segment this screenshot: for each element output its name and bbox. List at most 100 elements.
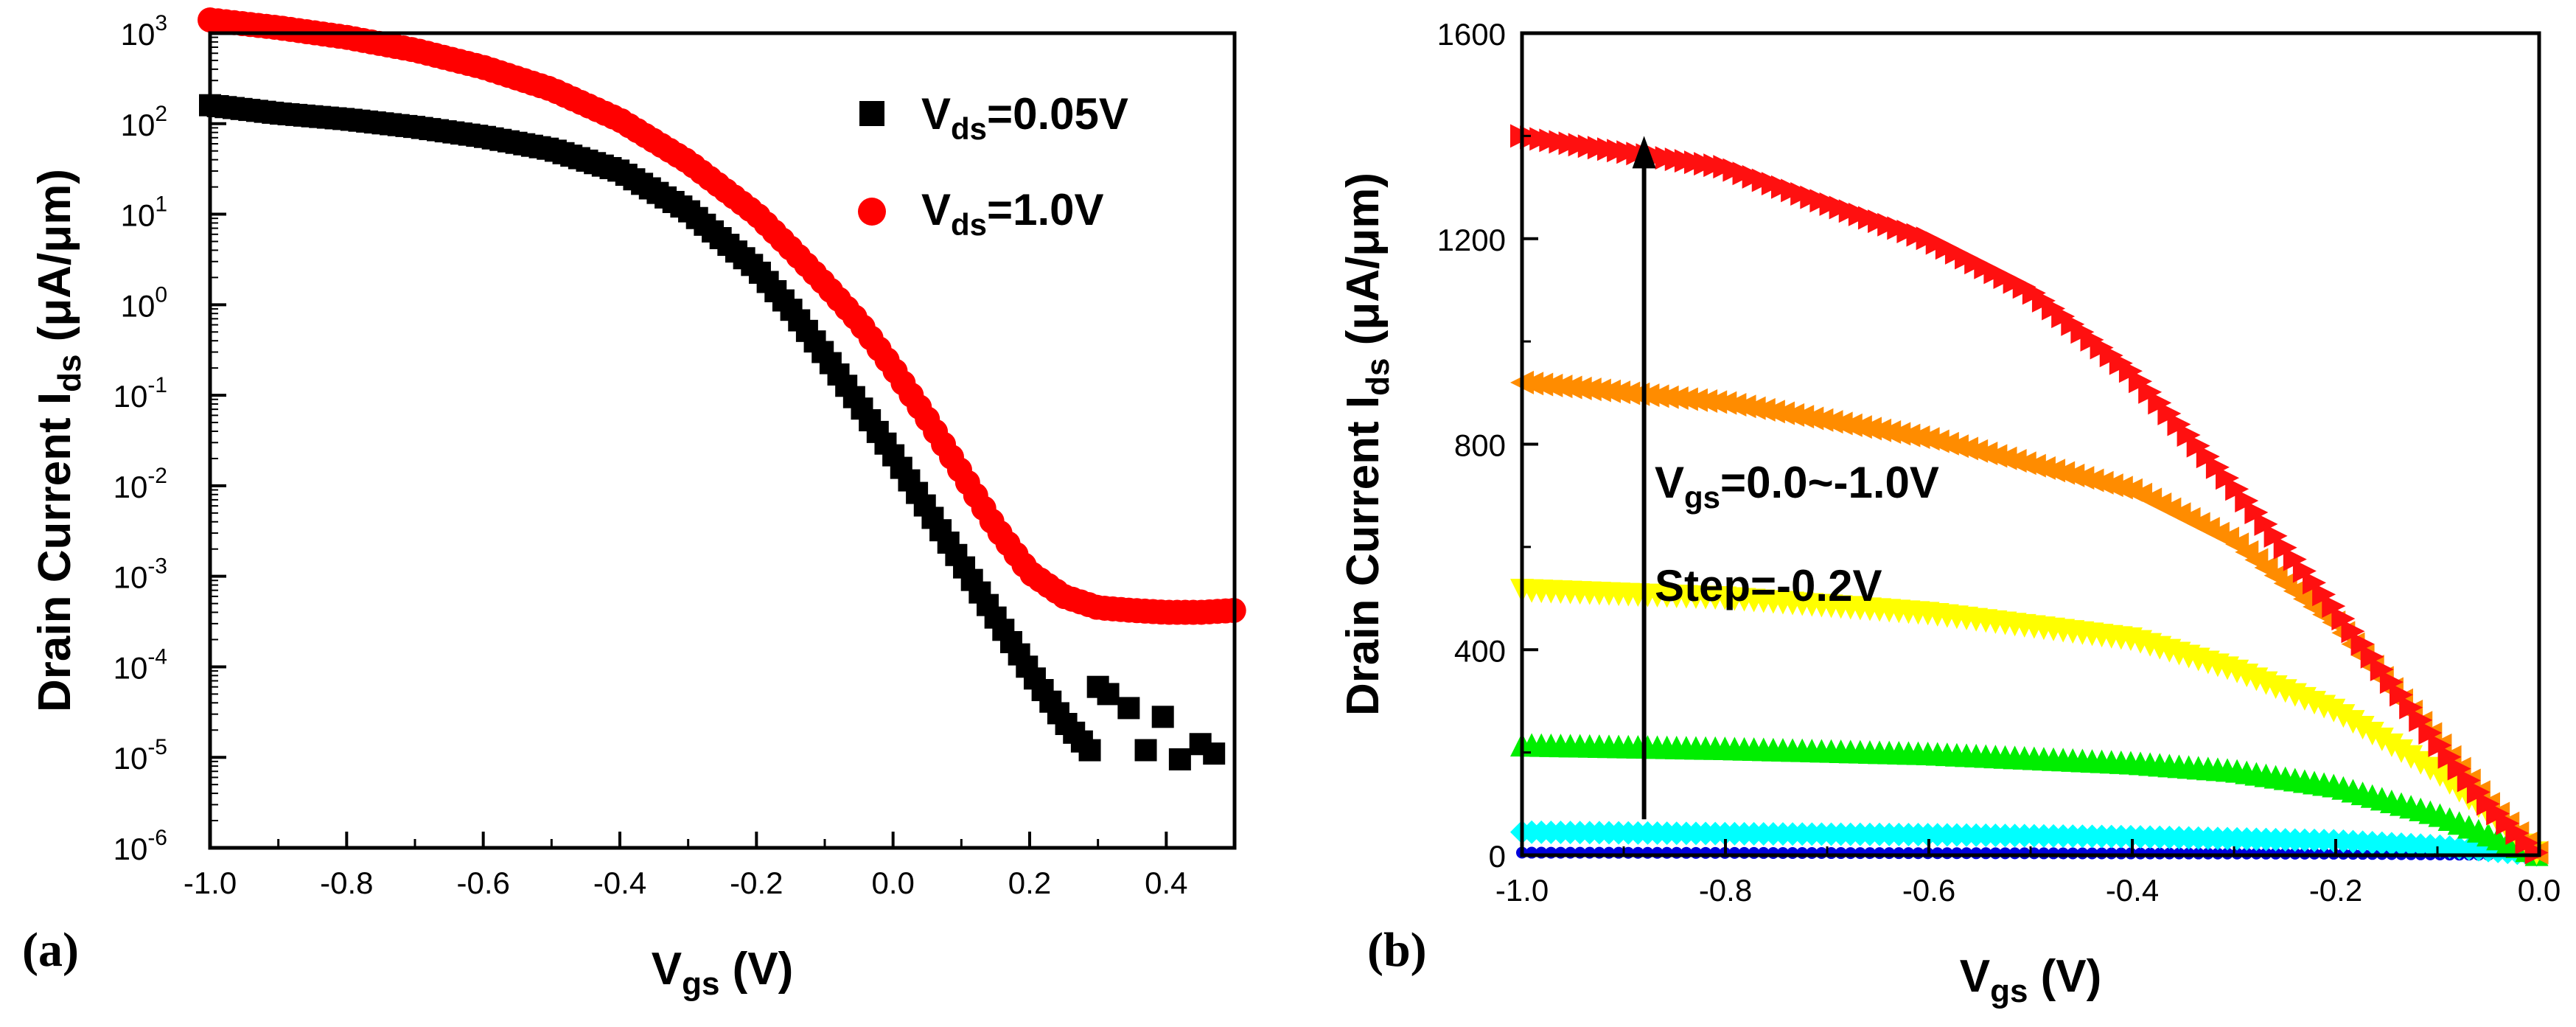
data-point-triangle-right — [2157, 401, 2182, 425]
data-point-triangle-right — [2409, 708, 2433, 732]
data-point-triangle-right — [2235, 489, 2259, 513]
x-tick-label: -0.8 — [320, 866, 373, 900]
legend-label-vds-10: Vds=1.0V — [921, 185, 1104, 242]
data-point-triangle-left — [1857, 417, 1882, 441]
data-point-square — [1168, 748, 1191, 770]
data-point-triangle-left — [1829, 411, 1853, 436]
annotation-vgs-range: Vgs=0.0~-1.0V — [1655, 458, 1939, 515]
x-tick-label: -1.0 — [1495, 873, 1549, 908]
data-point-triangle-right — [2350, 632, 2375, 656]
panel-b-xlabel: Vgs (V) — [1960, 951, 2102, 1009]
data-point-triangle-right — [2341, 619, 2365, 644]
data-point-triangle-right — [2428, 733, 2452, 757]
arrow-head — [1632, 136, 1656, 169]
y-tick-label: 101 — [121, 192, 167, 233]
data-point-triangle-left — [1887, 422, 1911, 446]
data-point-triangle-left — [1906, 425, 1930, 449]
x-tick-label: -1.0 — [184, 866, 237, 900]
data-point-triangle-right — [2303, 571, 2327, 595]
series-vgs-0-4v — [1510, 733, 2549, 866]
data-point-triangle-right — [2370, 657, 2394, 681]
data-point-triangle-right — [2177, 423, 2201, 448]
data-point-triangle-right — [2379, 670, 2404, 694]
data-point-triangle-left — [1800, 406, 1824, 431]
data-point-triangle-right — [2196, 445, 2220, 469]
data-point-triangle-left — [1838, 413, 1863, 437]
data-point-square — [1151, 706, 1174, 728]
data-point-triangle-right — [2312, 582, 2336, 607]
data-point-square — [1097, 683, 1120, 706]
data-point-triangle-right — [2167, 412, 2191, 436]
panel-b-annotation: Vgs=0.0~-1.0V Step=-0.2V — [1632, 136, 1939, 820]
series-vgs-0-6v — [1510, 579, 2549, 866]
y-tick-label: 102 — [121, 102, 167, 142]
panel-a-plot-frame — [208, 31, 1237, 850]
y-tick-label: 10-2 — [114, 464, 167, 504]
data-point-triangle-left — [1770, 401, 1795, 425]
panel-a-legend: Vds=0.05V Vds=1.0V — [858, 89, 1128, 242]
y-tick-label: 1200 — [1437, 223, 1506, 257]
data-point-triangle-right — [2263, 523, 2288, 548]
panel-a-chart: -1.0 -0.8 -0.6 -0.4 -0.2 0.0 0.2 0.4 10-6 10-5 10-… — [22, 7, 1246, 1002]
data-point-triangle-right — [2273, 535, 2297, 560]
y-tick-label: 0 — [1489, 839, 1506, 874]
data-point-triangle-right — [2437, 745, 2462, 769]
data-point-triangle-left — [1896, 423, 1921, 448]
panel-b-ylabel: Drain Current Ids (μA/μm) — [1338, 173, 1396, 716]
data-point-square — [1134, 739, 1157, 762]
x-tick-label: -0.4 — [593, 866, 646, 900]
y-tick-label: 103 — [121, 11, 167, 52]
data-point-triangle-right — [2418, 721, 2443, 745]
x-tick-label: -0.2 — [730, 866, 783, 900]
data-point-triangle-right — [2216, 466, 2240, 490]
y-tick-label: 10-1 — [114, 373, 167, 414]
x-tick-label: -0.6 — [456, 866, 509, 900]
data-point-triangle-left — [1742, 396, 1766, 420]
data-point-square — [1203, 742, 1226, 765]
y-tick-label: 100 — [121, 282, 167, 323]
data-point-triangle-left — [1751, 397, 1776, 422]
x-tick-label: 0.2 — [1008, 866, 1051, 900]
panel-a-label: (a) — [22, 923, 79, 977]
data-point-triangle-left — [1732, 394, 1756, 419]
data-point-triangle-right — [2399, 695, 2423, 720]
data-point-triangle-right — [2457, 768, 2481, 793]
data-point-triangle-right — [2129, 369, 2153, 394]
data-point-triangle-left — [1819, 410, 1843, 434]
data-point-triangle-left — [1722, 392, 1747, 417]
y-tick-label: 1600 — [1437, 17, 1506, 52]
panel-a-xlabel: Vgs (V) — [652, 944, 794, 1002]
legend-marker-circle — [858, 198, 886, 226]
data-point-triangle-right — [2447, 756, 2471, 781]
legend-marker-square — [859, 101, 884, 126]
data-point-triangle-right — [2390, 683, 2414, 707]
x-tick-label: 0.4 — [1145, 866, 1187, 900]
x-tick-label: 0.0 — [871, 866, 914, 900]
y-tick-label: 10-4 — [114, 644, 167, 685]
panel-b-label: (b) — [1367, 923, 1427, 977]
data-point-triangle-right — [2254, 512, 2278, 536]
data-point-square — [1117, 697, 1140, 720]
data-point-triangle-left — [1790, 405, 1815, 429]
y-tick-label: 400 — [1454, 633, 1506, 668]
x-tick-label: 0.0 — [2518, 873, 2561, 908]
data-point-triangle-right — [2186, 434, 2210, 458]
data-point-triangle-left — [1877, 420, 1902, 445]
panel-b-chart: -1.0 -0.8 -0.6 -0.4 -0.2 0.0 0 400 800 1200 1600 D… — [1338, 17, 2561, 1009]
data-point-triangle-left — [1781, 403, 1805, 427]
panel-b-axes: -1.0 -0.8 -0.6 -0.4 -0.2 0.0 0 400 800 1200 1600 — [1437, 17, 2561, 908]
y-tick-label: 10-5 — [114, 735, 167, 776]
annotation-step: Step=-0.2V — [1655, 561, 1882, 610]
panel-a-data-marks — [198, 7, 1246, 770]
data-point-triangle-right — [2283, 547, 2307, 571]
data-point-triangle-down — [2418, 756, 2443, 781]
data-point-triangle-left — [1713, 391, 1737, 415]
series-vds-005 — [199, 94, 1226, 770]
x-tick-label: -0.4 — [2106, 873, 2159, 908]
y-tick-label: 10-6 — [114, 826, 167, 866]
data-point-square — [1078, 739, 1101, 762]
data-point-triangle-left — [1868, 418, 1892, 442]
data-point-triangle-right — [2244, 501, 2269, 525]
data-point-triangle-right — [2322, 594, 2346, 619]
data-point-triangle-right — [2331, 607, 2356, 631]
